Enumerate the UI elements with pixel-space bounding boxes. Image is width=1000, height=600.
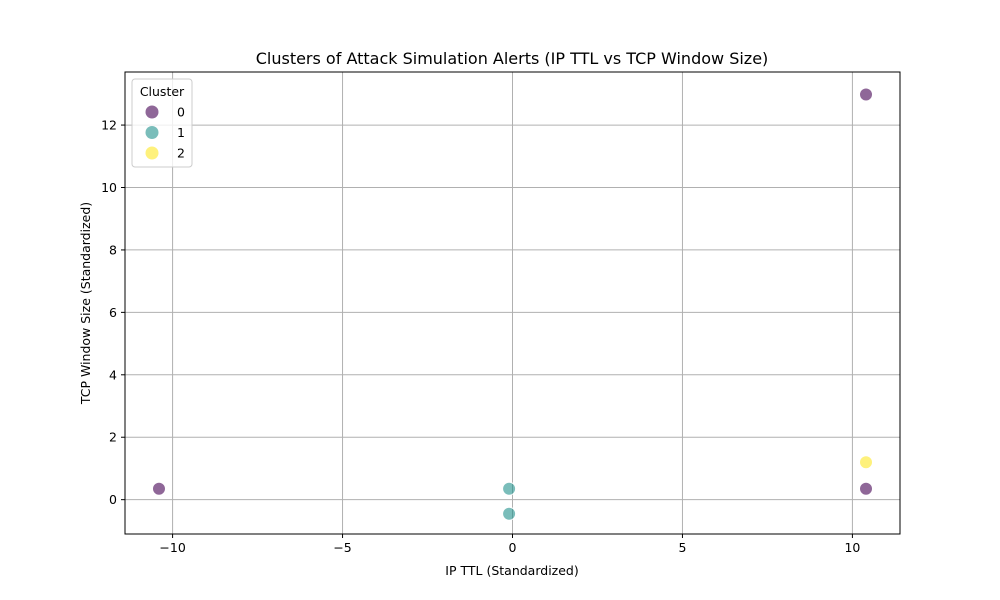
x-axis-ticks: −10 −5 0 5 10 (159, 534, 860, 555)
data-point-cluster-1 (502, 481, 517, 496)
x-tick-label: 0 (509, 540, 517, 555)
data-point-cluster-1 (502, 506, 517, 521)
x-tick-label: 5 (678, 540, 686, 555)
x-tick-label: 10 (844, 540, 860, 555)
y-tick-label: 10 (101, 180, 117, 195)
data-point-cluster-0 (859, 481, 874, 496)
data-point-cluster-2 (859, 455, 874, 470)
legend-marker (145, 105, 159, 119)
y-tick-label: 8 (109, 242, 117, 257)
grid-lines (125, 72, 900, 534)
legend-label: 2 (177, 146, 185, 161)
legend-marker (145, 146, 159, 160)
y-tick-label: 2 (109, 430, 117, 445)
legend-box (131, 78, 193, 168)
legend: Cluster 0 1 2 (131, 78, 193, 168)
y-tick-label: 4 (109, 367, 117, 382)
x-tick-label: −10 (159, 540, 185, 555)
legend-label: 1 (177, 125, 185, 140)
y-axis-label: TCP Window Size (Standardized) (78, 202, 93, 405)
y-tick-label: 6 (109, 305, 117, 320)
y-tick-label: 0 (109, 492, 117, 507)
legend-items: 0 1 2 (145, 105, 185, 161)
legend-marker (145, 126, 159, 139)
y-axis-ticks: 0 2 4 6 8 10 12 (101, 118, 125, 507)
legend-title: Cluster (140, 84, 185, 99)
x-tick-label: −5 (333, 540, 351, 555)
x-axis-label: IP TTL (Standardized) (445, 563, 578, 578)
data-point-cluster-0 (151, 481, 166, 496)
data-points (151, 87, 874, 521)
data-point-cluster-0 (859, 87, 874, 102)
chart-title: Clusters of Attack Simulation Alerts (IP… (256, 49, 769, 68)
y-tick-label: 12 (101, 118, 117, 133)
legend-label: 0 (177, 105, 185, 120)
